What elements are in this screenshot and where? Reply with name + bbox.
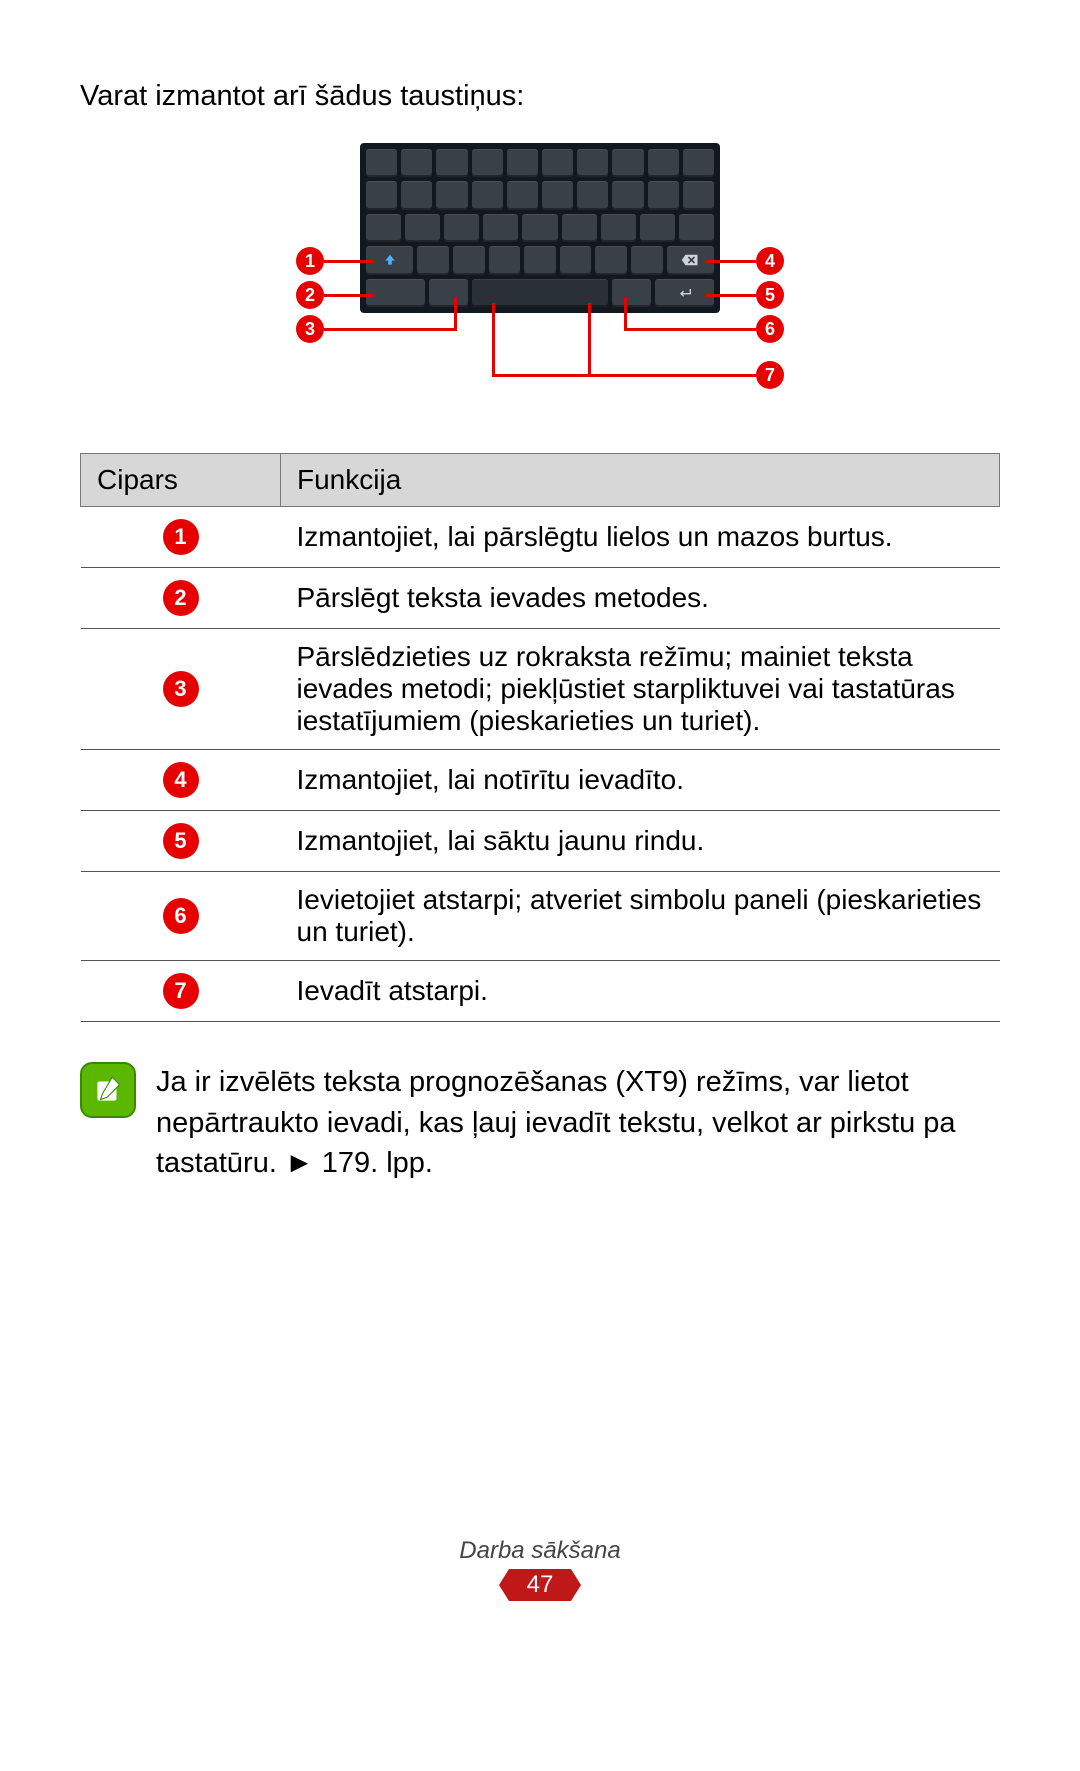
table-row: 1 Izmantojiet, lai pārslēgtu lielos un m… (81, 507, 1000, 568)
callout-3-line-h (324, 328, 456, 331)
table-row: 6 Ievietojiet atstarpi; atveriet simbolu… (81, 872, 1000, 961)
header-cipars: Cipars (81, 454, 281, 507)
row-badge-7: 7 (163, 973, 199, 1009)
note-block: Ja ir izvēlēts teksta prognozēšanas (XT9… (80, 1062, 1000, 1184)
callout-4-badge: 4 (756, 247, 784, 275)
keyboard-mock (360, 143, 720, 313)
row-badge-4: 4 (163, 762, 199, 798)
header-funkcija: Funkcija (281, 454, 1000, 507)
intro-text: Varat izmantot arī šādus taustiņus: (80, 80, 1000, 113)
row-badge-6: 6 (163, 898, 199, 934)
callout-2-line (324, 294, 374, 297)
page-footer: Darba sākšana 47 (0, 1537, 1080, 1601)
table-row: 7 Ievadīt atstarpi. (81, 961, 1000, 1022)
row-func-7: Ievadīt atstarpi. (281, 961, 1000, 1022)
row-badge-5: 5 (163, 823, 199, 859)
table-row: 4 Izmantojiet, lai notīrītu ievadīto. (81, 750, 1000, 811)
callout-7-badge: 7 (756, 361, 784, 389)
function-table: Cipars Funkcija 1 Izmantojiet, lai pārsl… (80, 453, 1000, 1022)
row-func-6: Ievietojiet atstarpi; atveriet simbolu p… (281, 872, 1000, 961)
row-func-3: Pārslēdzieties uz rokraksta režīmu; main… (281, 629, 1000, 750)
callout-1-badge: 1 (296, 247, 324, 275)
callout-2-badge: 2 (296, 281, 324, 309)
page-number: 47 (509, 1569, 572, 1601)
callout-1-line (324, 260, 374, 263)
row-func-5: Izmantojiet, lai sāktu jaunu rindu. (281, 811, 1000, 872)
row-func-4: Izmantojiet, lai notīrītu ievadīto. (281, 750, 1000, 811)
callout-3-badge: 3 (296, 315, 324, 343)
keyboard-diagram: 1 2 3 4 5 6 7 (80, 143, 1000, 403)
row-badge-3: 3 (163, 671, 199, 707)
mode-key (366, 279, 425, 307)
callout-7-line-h (492, 374, 756, 377)
callout-5-line (706, 294, 756, 297)
table-row: 3 Pārslēdzieties uz rokraksta režīmu; ma… (81, 629, 1000, 750)
callout-6-line-v (624, 298, 627, 331)
callout-4-line (706, 260, 756, 263)
callout-7-line-v1 (492, 303, 495, 377)
callout-5-badge: 5 (756, 281, 784, 309)
callout-3-line-v (454, 298, 457, 331)
row-func-2: Pārslēgt teksta ievades metodes. (281, 568, 1000, 629)
table-row: 5 Izmantojiet, lai sāktu jaunu rindu. (81, 811, 1000, 872)
note-text: Ja ir izvēlēts teksta prognozēšanas (XT9… (156, 1062, 1000, 1184)
note-icon (80, 1062, 136, 1118)
callout-6-badge: 6 (756, 315, 784, 343)
row-func-1: Izmantojiet, lai pārslēgtu lielos un maz… (281, 507, 1000, 568)
row-badge-1: 1 (163, 519, 199, 555)
row-badge-2: 2 (163, 580, 199, 616)
enter-key (655, 279, 714, 307)
footer-section: Darba sākšana (0, 1537, 1080, 1565)
settings-key (429, 279, 468, 307)
symbol-key (612, 279, 651, 307)
callout-6-line-h (624, 328, 756, 331)
callout-7-line-v2 (588, 303, 591, 377)
table-row: 2 Pārslēgt teksta ievades metodes. (81, 568, 1000, 629)
